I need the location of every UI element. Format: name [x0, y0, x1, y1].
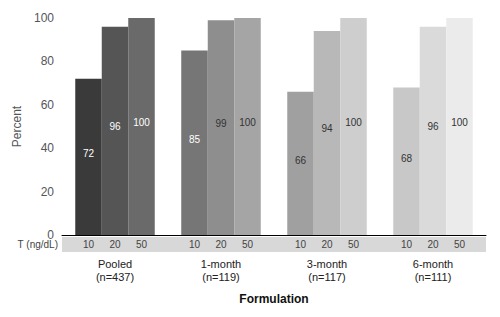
- svg-text:Percent: Percent: [10, 105, 24, 147]
- svg-text:50: 50: [348, 239, 360, 250]
- svg-text:(n=437): (n=437): [96, 271, 134, 283]
- svg-text:Pooled: Pooled: [98, 258, 132, 270]
- svg-text:85: 85: [189, 134, 201, 145]
- svg-text:50: 50: [242, 239, 254, 250]
- svg-text:20: 20: [41, 185, 55, 199]
- svg-text:100: 100: [133, 117, 150, 128]
- svg-text:1-month: 1-month: [201, 258, 241, 270]
- svg-text:96: 96: [109, 121, 121, 132]
- svg-text:20: 20: [109, 239, 121, 250]
- svg-text:10: 10: [83, 239, 95, 250]
- svg-text:94: 94: [321, 123, 333, 134]
- svg-text:(n=111): (n=111): [415, 271, 452, 283]
- svg-text:68: 68: [401, 153, 413, 164]
- svg-text:72: 72: [83, 148, 95, 159]
- svg-text:99: 99: [215, 118, 227, 129]
- svg-text:20: 20: [215, 239, 227, 250]
- svg-text:3-month: 3-month: [307, 258, 347, 270]
- svg-text:60: 60: [41, 98, 55, 112]
- svg-text:(n=119): (n=119): [202, 271, 239, 283]
- svg-text:96: 96: [427, 121, 439, 132]
- svg-text:100: 100: [345, 117, 362, 128]
- svg-text:20: 20: [427, 239, 439, 250]
- svg-text:100: 100: [34, 11, 54, 25]
- svg-text:50: 50: [136, 239, 148, 250]
- svg-text:100: 100: [451, 117, 468, 128]
- svg-text:100: 100: [239, 117, 256, 128]
- svg-text:10: 10: [401, 239, 413, 250]
- svg-text:10: 10: [295, 239, 307, 250]
- svg-text:T (ng/dL): T (ng/dL): [18, 239, 58, 250]
- svg-text:50: 50: [454, 239, 466, 250]
- svg-text:(n=117): (n=117): [308, 271, 345, 283]
- svg-text:Formulation: Formulation: [239, 292, 308, 306]
- svg-text:66: 66: [295, 155, 307, 166]
- svg-text:20: 20: [321, 239, 333, 250]
- svg-text:40: 40: [41, 141, 55, 155]
- svg-text:10: 10: [189, 239, 201, 250]
- svg-text:0: 0: [47, 228, 54, 242]
- svg-text:80: 80: [41, 54, 55, 68]
- svg-text:6-month: 6-month: [413, 258, 453, 270]
